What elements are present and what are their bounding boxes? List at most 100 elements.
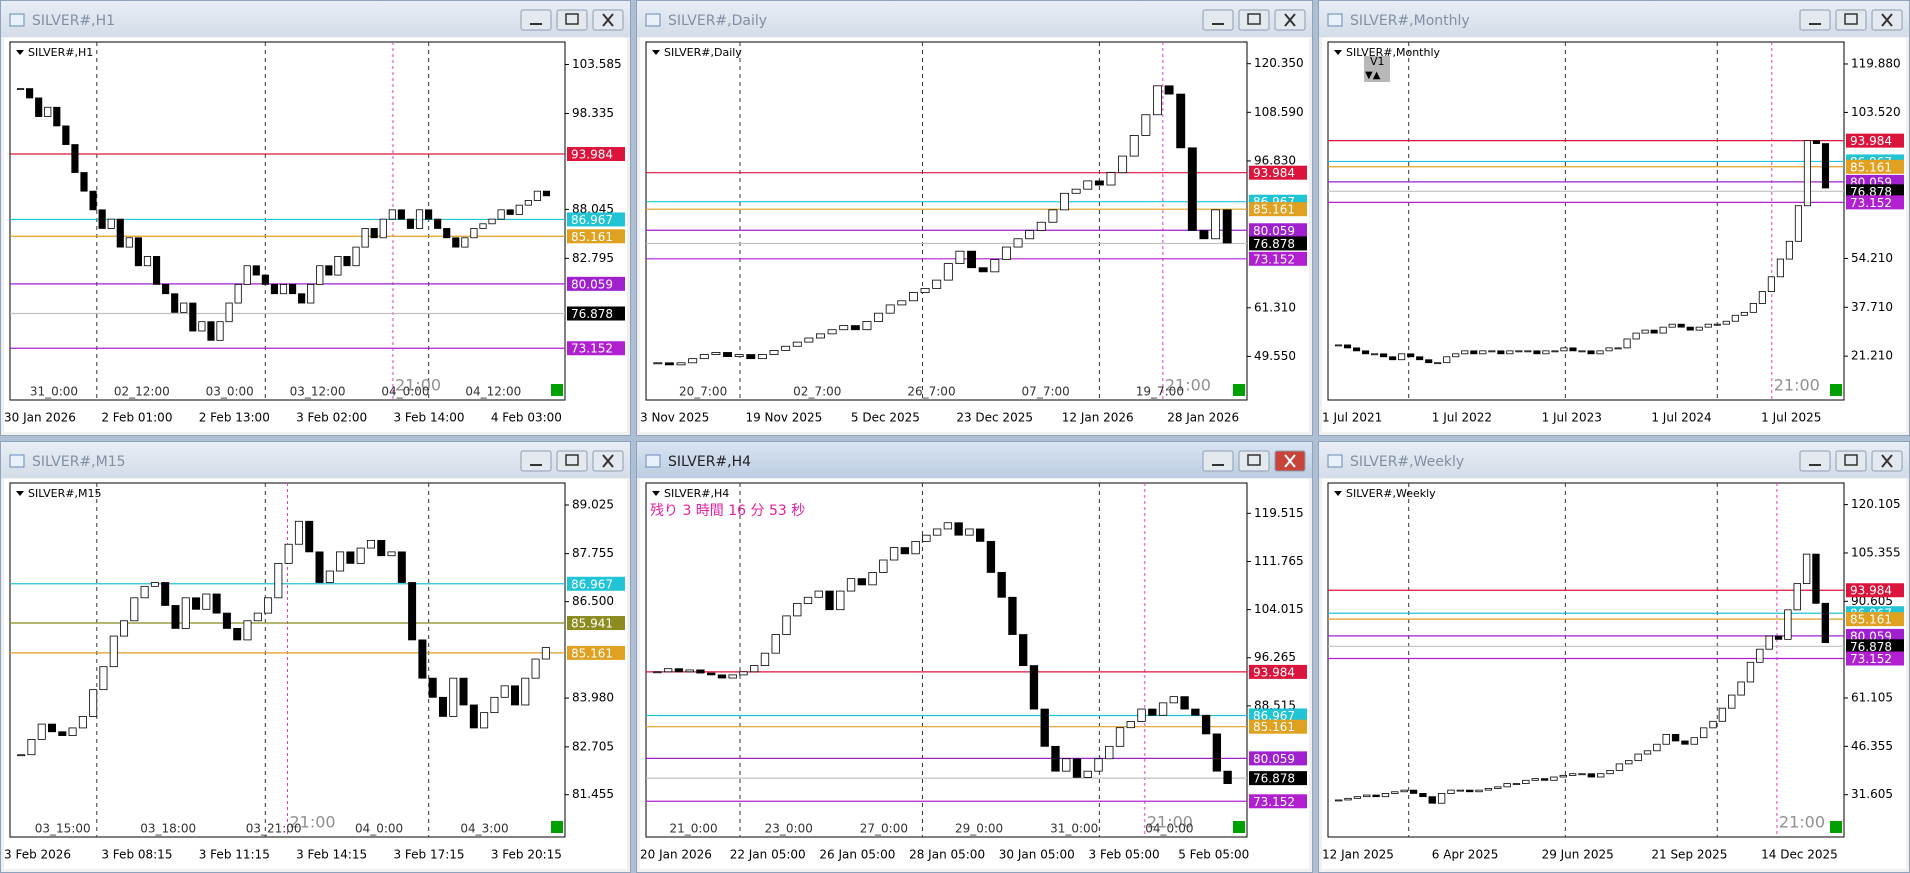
candle — [1008, 596, 1017, 635]
period-label: 03_0:00 — [206, 385, 254, 399]
candle — [1704, 323, 1712, 328]
candle — [26, 88, 34, 99]
candle — [1129, 135, 1139, 157]
candle — [1550, 776, 1558, 781]
window-icon — [645, 13, 661, 27]
title-bar[interactable] — [637, 442, 1312, 478]
candle — [449, 677, 458, 717]
maximize-button[interactable] — [556, 450, 588, 472]
candle — [1148, 708, 1157, 716]
x-tick-label: 3 Feb 14:15 — [296, 848, 367, 862]
minimize-button[interactable] — [1799, 9, 1831, 31]
x-tick-label: 2 Feb 01:00 — [101, 411, 172, 425]
candle — [1118, 155, 1128, 174]
candle — [1419, 793, 1427, 798]
maximize-button[interactable] — [1835, 9, 1867, 31]
y-tick-label: 54.210 — [1851, 251, 1893, 265]
level-label: 73.152 — [1253, 795, 1295, 809]
candle — [1353, 796, 1362, 799]
candle — [885, 304, 895, 314]
candle — [922, 534, 931, 542]
maximize-button[interactable] — [1835, 450, 1867, 472]
candle — [1461, 350, 1469, 355]
maximize-button[interactable] — [1238, 450, 1270, 472]
candle — [315, 551, 324, 583]
y-tick-label: 49.550 — [1254, 349, 1296, 363]
y-tick-label: 96.265 — [1254, 650, 1296, 664]
candle — [1391, 791, 1399, 794]
candle — [1731, 314, 1739, 322]
y-tick-label: 61.105 — [1851, 691, 1893, 705]
candle — [1029, 665, 1039, 710]
level-tag — [1249, 223, 1307, 238]
chart-area — [640, 38, 1309, 432]
candle — [356, 547, 365, 564]
candle — [1540, 778, 1549, 781]
candle — [1036, 221, 1046, 231]
candle — [1524, 350, 1532, 353]
candle — [1587, 773, 1596, 778]
candle — [717, 674, 727, 679]
candle — [827, 329, 837, 335]
session-marker: 21:00 — [1774, 376, 1820, 395]
candle — [1531, 778, 1539, 781]
minimize-button[interactable] — [520, 450, 552, 472]
candle — [1596, 350, 1604, 355]
candle — [143, 256, 152, 267]
candle — [978, 267, 988, 273]
minimize-button[interactable] — [1202, 9, 1234, 31]
candle — [1479, 350, 1487, 355]
candle — [44, 106, 52, 117]
minimize-button[interactable] — [1202, 450, 1234, 472]
x-tick-label: 19 Nov 2025 — [745, 411, 822, 425]
y-tick-label: 103.585 — [572, 57, 622, 71]
chart-label: SILVER#,Daily — [664, 46, 742, 59]
candle — [152, 256, 161, 285]
candle — [541, 647, 550, 660]
badge-arrows: ▼▲ — [1365, 70, 1381, 81]
candle — [1614, 347, 1622, 350]
y-tick-label: 120.105 — [1851, 497, 1901, 511]
window-icon — [9, 454, 25, 468]
candle — [1187, 147, 1197, 231]
chart-label: SILVER#,H1 — [28, 46, 93, 59]
x-tick-label: 28 Jan 2026 — [1167, 411, 1239, 425]
level-tag — [567, 276, 625, 291]
maximize-button[interactable] — [556, 9, 588, 31]
period-label: 27_0:00 — [860, 822, 908, 836]
candle — [1767, 276, 1775, 293]
window-title: SILVER#,H4 — [668, 454, 751, 470]
symbol-arrow — [1334, 491, 1342, 496]
symbol-arrow — [652, 491, 660, 496]
x-tick-label: 26 Jan 05:00 — [819, 848, 895, 862]
y-tick-label: 105.355 — [1851, 545, 1901, 559]
candle — [1001, 246, 1011, 260]
candle — [1812, 553, 1820, 604]
candle — [1470, 350, 1478, 355]
candle — [35, 97, 43, 117]
candle — [161, 582, 170, 606]
candle — [1201, 714, 1211, 735]
candle — [366, 540, 375, 549]
level-label: 86.967 — [1253, 709, 1295, 723]
maximize-button[interactable] — [1238, 9, 1270, 31]
minimize-button[interactable] — [1799, 450, 1831, 472]
level-tag — [1846, 639, 1904, 654]
candle — [1606, 770, 1614, 775]
minimize-button[interactable] — [520, 9, 552, 31]
candle — [1746, 661, 1755, 683]
candle — [1191, 708, 1200, 716]
level-label: 76.878 — [1850, 640, 1892, 654]
candle — [1072, 758, 1082, 778]
candle — [932, 528, 942, 536]
candle — [1380, 353, 1388, 358]
y-tick-label: 119.880 — [1851, 56, 1901, 70]
candle — [1653, 743, 1661, 752]
candle — [911, 540, 920, 555]
candle — [889, 547, 899, 561]
title-bar[interactable] — [637, 1, 1312, 37]
candle — [515, 204, 523, 215]
candle — [782, 615, 791, 635]
period-label: 19_7:00 — [1136, 385, 1184, 399]
candle — [264, 597, 273, 614]
